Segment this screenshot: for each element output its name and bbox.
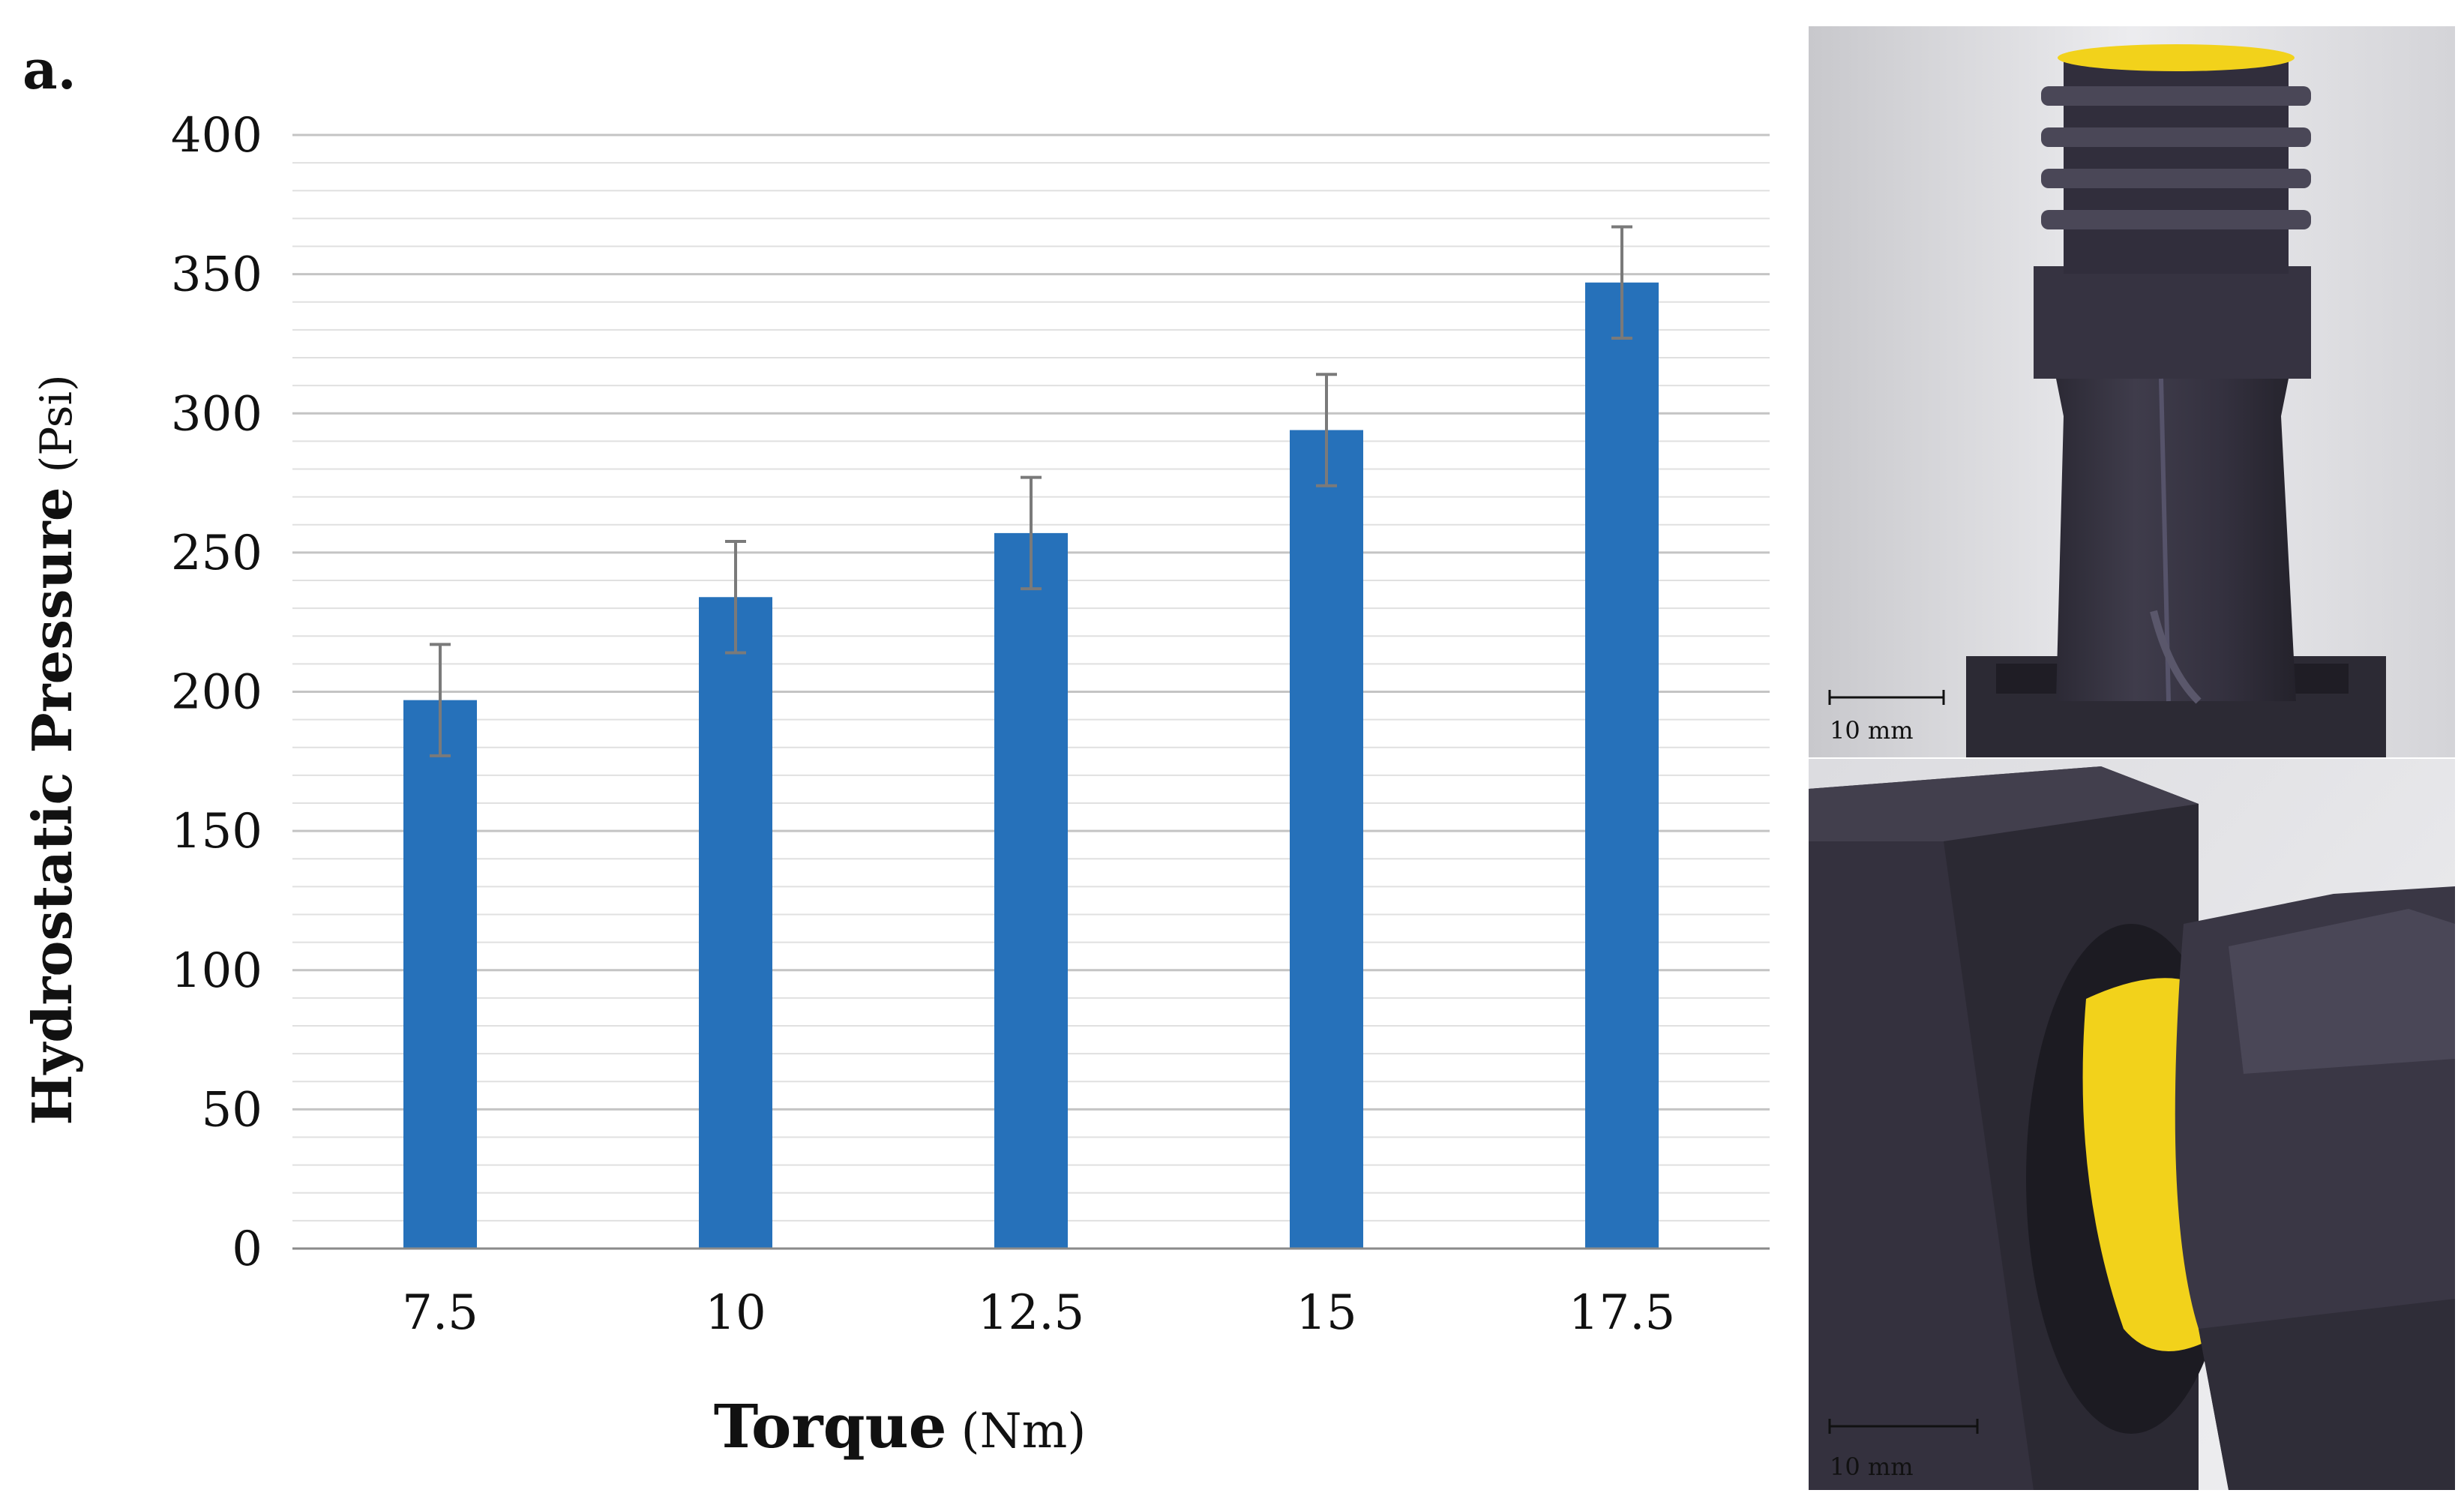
x-tick-label: 17.5 <box>1569 1285 1676 1341</box>
bars <box>403 282 1659 1249</box>
x-tick-label: 15 <box>1296 1285 1356 1341</box>
y-tick-label: 150 <box>171 804 262 859</box>
photo-top-printed-fitting: 10 mm <box>1809 26 2455 757</box>
y-tick-label: 0 <box>232 1222 262 1277</box>
bottom-scalebar-label: 10 mm <box>1830 1453 1914 1481</box>
x-axis-unit: (Nm) <box>961 1404 1087 1459</box>
error-bar-10 <box>725 540 746 655</box>
y-tick-label: 200 <box>171 665 262 721</box>
y-tick-label: 250 <box>171 526 262 581</box>
error-bar-17.5 <box>1611 225 1632 340</box>
y-tick-label: 350 <box>171 247 262 303</box>
x-axis-title: Torque (Nm) <box>714 1391 1087 1462</box>
y-tick-label: 50 <box>202 1082 262 1138</box>
panel-a-label: a. <box>22 37 76 101</box>
error-bar-12.5 <box>1021 475 1042 591</box>
bar-17.5 <box>1585 282 1659 1249</box>
y-tick-label: 100 <box>171 943 262 999</box>
y-axis-label: Hydrostatic Pressure <box>20 487 84 1125</box>
x-tick-label: 7.5 <box>402 1285 478 1341</box>
x-tick-labels: 7.5 10 12.5 15 17.5 <box>402 1285 1675 1341</box>
x-tick-label: 10 <box>705 1285 766 1341</box>
top-scalebar-label: 10 mm <box>1830 716 1914 745</box>
y-tick-label: 400 <box>171 108 262 163</box>
photo-bottom-failed-fitting: 10 mm <box>1809 759 2455 1490</box>
bar-15 <box>1290 430 1363 1249</box>
y-tick-labels: 0 50 100 150 200 250 300 350 400 <box>171 108 262 1277</box>
bar-7.5 <box>403 700 477 1249</box>
y-axis-title: Hydrostatic Pressure (Psi) <box>20 374 84 1125</box>
x-tick-label: 12.5 <box>978 1285 1085 1341</box>
bar-12.5 <box>994 532 1068 1249</box>
bar-chart: 0 50 100 150 200 250 300 350 400 7.5 10 12.5 15 17.5… <box>20 108 1770 1462</box>
y-tick-label: 300 <box>171 386 262 442</box>
error-bars <box>430 225 1632 757</box>
x-axis-label: Torque <box>714 1391 947 1462</box>
bar-10 <box>699 597 772 1249</box>
error-bar-7.5 <box>430 643 451 757</box>
y-axis-unit: (Psi) <box>31 374 82 472</box>
error-bar-15 <box>1316 373 1337 487</box>
